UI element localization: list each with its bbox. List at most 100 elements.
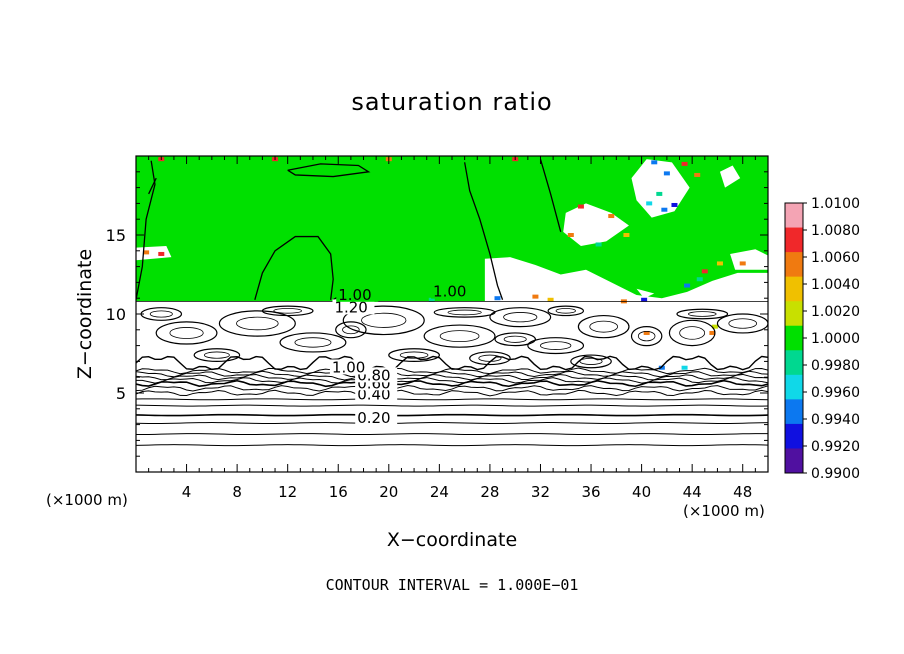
contour-line bbox=[279, 332, 347, 353]
fringe-mark bbox=[739, 261, 746, 266]
fringe-mark bbox=[716, 261, 723, 266]
contour-line bbox=[547, 305, 585, 317]
x-tick-label: 44 bbox=[683, 483, 702, 501]
contour-line bbox=[136, 444, 768, 447]
contour-line bbox=[423, 324, 496, 348]
fringe-mark bbox=[658, 365, 665, 370]
contour-line bbox=[136, 355, 768, 371]
contour-line bbox=[668, 319, 716, 347]
x-tick-label: 36 bbox=[581, 483, 600, 501]
contour-line bbox=[273, 308, 302, 314]
clear-patch bbox=[730, 249, 768, 270]
contour-interval-note: CONTOUR INTERVAL = 1.000E−01 bbox=[325, 576, 579, 594]
colorbar-label: 1.0100 bbox=[811, 196, 860, 212]
contour-line bbox=[203, 351, 230, 359]
contour-label-bg bbox=[431, 283, 474, 299]
contour-label: 0.20 bbox=[355, 409, 398, 427]
x-tick-label: 4 bbox=[182, 483, 192, 501]
contour-line bbox=[136, 370, 768, 378]
contour-line bbox=[728, 318, 758, 329]
contour-line bbox=[218, 310, 296, 337]
contour-line bbox=[136, 379, 768, 388]
contour-line bbox=[342, 325, 360, 335]
contour-line bbox=[579, 357, 603, 365]
colorbar-label: 1.0040 bbox=[811, 277, 860, 293]
contour-line bbox=[570, 354, 612, 369]
x-tick-label: 48 bbox=[733, 483, 752, 501]
colorbar-label: 0.9940 bbox=[811, 412, 860, 428]
fringe-mark bbox=[567, 233, 574, 237]
contour-line bbox=[539, 158, 562, 233]
colorbar-segment bbox=[785, 374, 803, 400]
fringe-mark bbox=[684, 283, 691, 288]
colorbar-label: 0.9980 bbox=[811, 358, 860, 374]
contour-label: 1.00 bbox=[329, 358, 372, 376]
colorbar-label: 0.9920 bbox=[811, 439, 860, 455]
fringe-mark bbox=[608, 214, 615, 219]
fringe-mark bbox=[661, 207, 668, 212]
contour-label: 1.00 bbox=[431, 283, 474, 301]
contour-line bbox=[136, 160, 156, 300]
contour-label-text: 1.20 bbox=[334, 298, 367, 316]
contour-line bbox=[555, 308, 576, 314]
contour-line bbox=[254, 235, 334, 300]
x-tick-label: 8 bbox=[232, 483, 242, 501]
colorbar-label: 0.9960 bbox=[811, 385, 860, 401]
fringe-mark bbox=[694, 172, 701, 177]
contour-line bbox=[236, 316, 279, 331]
contour-line bbox=[149, 310, 173, 318]
colorbar-segment bbox=[785, 203, 803, 229]
contour-line bbox=[637, 330, 656, 342]
colorbar-segment bbox=[785, 252, 803, 278]
colorbar-segment bbox=[785, 448, 803, 474]
contour-line bbox=[136, 373, 768, 381]
plot-area: 0.200.400.600.801.001.201.001.00 bbox=[136, 156, 768, 472]
fringe-mark bbox=[494, 296, 501, 301]
colorbar-segment bbox=[785, 227, 803, 253]
fringe-mark bbox=[143, 250, 150, 255]
contour-line bbox=[399, 351, 429, 359]
colorbar-segment bbox=[785, 423, 803, 449]
fringe-mark bbox=[641, 297, 648, 302]
colorbar-segment bbox=[785, 301, 803, 327]
contour-line bbox=[489, 307, 552, 328]
chart-title: saturation ratio bbox=[351, 88, 553, 116]
fringe-mark bbox=[709, 330, 716, 335]
x-tick-label: 28 bbox=[480, 483, 499, 501]
x-unit-label-right: (×1000 m) bbox=[683, 502, 765, 520]
contour-label-text: 1.00 bbox=[338, 286, 371, 304]
x-tick-label: 20 bbox=[379, 483, 398, 501]
fringe-mark bbox=[643, 330, 650, 335]
contour-line bbox=[433, 307, 496, 318]
colorbar-label: 1.0000 bbox=[811, 331, 860, 347]
clear-patch bbox=[719, 165, 741, 188]
contour-line bbox=[155, 321, 218, 345]
contour-label-text: 1.00 bbox=[332, 358, 365, 376]
contour-label: 1.20 bbox=[332, 298, 375, 316]
fringe-mark bbox=[547, 297, 554, 302]
contour-label-bg bbox=[355, 410, 398, 426]
contour-line bbox=[136, 413, 768, 417]
contour-line bbox=[169, 327, 204, 339]
contour-line bbox=[464, 162, 504, 300]
contour-line bbox=[294, 337, 332, 348]
contour-line bbox=[494, 332, 537, 347]
contour-line bbox=[261, 305, 314, 317]
fringe-mark bbox=[656, 191, 663, 196]
contour-line bbox=[447, 309, 482, 316]
x-tick-label: 16 bbox=[329, 483, 348, 501]
fringe-mark bbox=[696, 277, 703, 282]
contour-line bbox=[136, 398, 768, 401]
contour-line bbox=[539, 341, 572, 350]
colorbar-segment bbox=[785, 399, 803, 425]
contour-line bbox=[679, 326, 706, 340]
contour-line bbox=[136, 377, 768, 384]
colorbar: 1.0100 1.0080 1.0060 1.0040 1.0020 1.0000 0.99… bbox=[784, 196, 860, 482]
fringe-mark bbox=[681, 365, 688, 370]
contour-line bbox=[527, 337, 585, 355]
x-tick-label: 40 bbox=[632, 483, 651, 501]
y-axis-label: Z−coordinate bbox=[74, 249, 96, 379]
contour-line bbox=[335, 321, 367, 339]
contour-line bbox=[676, 308, 729, 320]
